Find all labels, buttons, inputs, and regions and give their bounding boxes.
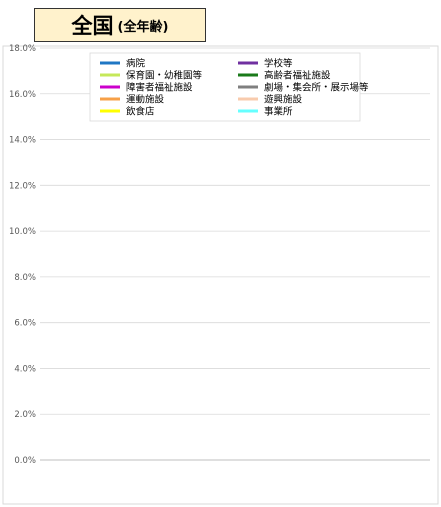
legend-box	[89, 52, 361, 122]
legend-label: 高齢者福祉施設	[264, 70, 331, 82]
legend-label: 遊興施設	[264, 94, 303, 106]
legend-label: 飲食店	[126, 106, 155, 118]
y-tick-label: 14.0%	[9, 136, 36, 146]
y-tick-label: 6.0%	[14, 319, 36, 329]
y-tick-label: 16.0%	[9, 90, 36, 100]
legend-label: 障害者福祉施設	[126, 82, 193, 94]
legend-label: 劇場・集会所・展示場等	[264, 82, 369, 94]
legend-label: 運動施設	[126, 94, 165, 106]
y-tick-label: 0.0%	[14, 456, 36, 466]
legend-label: 保育園・幼稚園等	[126, 70, 203, 82]
y-tick-label: 4.0%	[14, 364, 36, 374]
chart-subtitle: (全年齢)	[117, 19, 169, 35]
title-box: 全国 (全年齢)	[34, 8, 206, 42]
y-tick-label: 12.0%	[9, 181, 36, 191]
legend-label: 病院	[126, 58, 146, 70]
y-tick-label: 18.0%	[9, 44, 36, 54]
legend-label: 事業所	[264, 106, 293, 118]
x-tick-label: 2021/12/6	[0, 458, 1, 466]
legend-label: 学校等	[264, 58, 293, 70]
x-tick-label: 2022/1/24	[0, 458, 1, 466]
y-tick-label: 10.0%	[9, 227, 36, 237]
chart-border	[2, 45, 439, 505]
chart-title: 全国	[71, 14, 114, 38]
y-tick-label: 8.0%	[14, 273, 36, 283]
y-tick-label: 2.0%	[14, 410, 36, 420]
